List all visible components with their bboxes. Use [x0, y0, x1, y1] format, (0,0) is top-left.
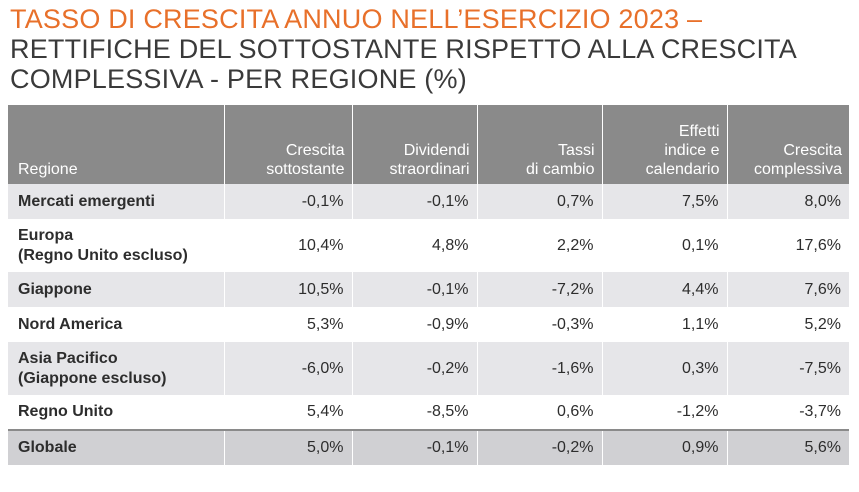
column-header-line: Crescita	[783, 142, 842, 159]
value-cell: -0,1%	[351, 184, 477, 219]
value-cell: 0,3%	[601, 342, 727, 395]
table-row: Regno Unito 5,4% -8,5% 0,6% -1,2% -3,7%	[8, 395, 849, 430]
value-cell: -0,3%	[476, 307, 602, 342]
table-row: Giappone 10,5% -0,1% -7,2% 4,4% 7,6%	[8, 272, 849, 307]
region-cell: Regno Unito	[8, 395, 224, 430]
region-line: Nord America	[18, 315, 123, 333]
value-cell: 0,9%	[601, 430, 727, 465]
value-cell: 7,6%	[726, 272, 849, 307]
column-header-line: Regione	[18, 161, 78, 178]
region-cell: Giappone	[8, 272, 224, 307]
region-line: Giappone	[18, 280, 92, 298]
value-cell: 4,4%	[601, 272, 727, 307]
region-line: (Giappone escluso)	[18, 369, 167, 387]
column-header-line: Dividendi	[403, 142, 470, 159]
value-cell: -0,2%	[476, 430, 602, 465]
region-cell: Mercati emergenti	[8, 184, 224, 219]
value-cell: -3,7%	[726, 395, 849, 430]
value-cell: -6,0%	[223, 342, 352, 395]
region-line: Mercati emergenti	[18, 192, 155, 210]
table-row: Mercati emergenti -0,1% -0,1% 0,7% 7,5% 8,0%	[8, 184, 849, 219]
value-cell: 0,7%	[476, 184, 602, 219]
value-cell: 2,2%	[476, 219, 602, 272]
value-cell: 7,5%	[601, 184, 727, 219]
value-cell: 0,6%	[476, 395, 602, 430]
total-row: Globale 5,0% -0,1% -0,2% 0,9% 5,6%	[8, 430, 849, 465]
region-cell: Asia Pacifico (Giappone escluso)	[8, 342, 224, 395]
region-line: Regno Unito	[18, 403, 114, 420]
region-cell: Europa (Regno Unito escluso)	[8, 219, 224, 272]
table-row: Asia Pacifico (Giappone escluso) -6,0% -0,2…	[8, 342, 849, 395]
column-header-line: di cambio	[526, 161, 595, 178]
region-line: Europa	[18, 226, 74, 244]
value-cell: -0,1%	[223, 184, 352, 219]
value-cell: 1,1%	[601, 307, 727, 342]
column-header-line: indice e	[664, 142, 720, 159]
table-header-row: Regione Crescita sottostante Dividendi strao…	[8, 105, 849, 184]
growth-table: Regione Crescita sottostante Dividendi strao…	[8, 105, 849, 465]
column-header: Dividendi straordinari	[351, 105, 477, 184]
column-header: Crescita sottostante	[223, 105, 352, 184]
value-cell: -8,5%	[351, 395, 477, 430]
column-header-line: sottostante	[266, 161, 345, 178]
value-cell: -1,2%	[601, 395, 727, 430]
value-cell: -0,2%	[351, 342, 477, 395]
value-cell: -1,6%	[476, 342, 602, 395]
region-line: Globale	[18, 439, 77, 456]
column-header-line: straordinari	[389, 161, 470, 178]
value-cell: 8,0%	[726, 184, 849, 219]
value-cell: 17,6%	[726, 219, 849, 272]
column-header: Tassi di cambio	[476, 105, 602, 184]
title-line-1: TASSO DI CRESCITA ANNUO NELL’ESERCIZIO 2…	[10, 4, 703, 34]
region-line: (Regno Unito escluso)	[18, 246, 188, 264]
value-cell: 5,6%	[726, 430, 849, 465]
value-cell: 5,0%	[223, 430, 352, 465]
region-line: Asia Pacifico	[18, 349, 118, 367]
column-header-line: complessiva	[753, 161, 842, 178]
title-line-3: COMPLESSIVA - PER REGIONE (%)	[10, 64, 467, 94]
table-row: Europa (Regno Unito escluso) 10,4% 4,8% 2,2%…	[8, 219, 849, 272]
value-cell: 10,4%	[223, 219, 352, 272]
value-cell: 5,2%	[726, 307, 849, 342]
page-title: TASSO DI CRESCITA ANNUO NELL’ESERCIZIO 2…	[10, 4, 855, 94]
value-cell: 5,4%	[223, 395, 352, 430]
table-row: Nord America 5,3% -0,9% -0,3% 1,1% 5,2%	[8, 307, 849, 342]
column-header: Crescita complessiva	[726, 105, 849, 184]
value-cell: -0,9%	[351, 307, 477, 342]
value-cell: -7,5%	[726, 342, 849, 395]
value-cell: 5,3%	[223, 307, 352, 342]
column-header: Regione	[8, 105, 224, 184]
column-header-line: calendario	[645, 161, 720, 178]
region-cell: Nord America	[8, 307, 224, 342]
value-cell: -0,1%	[351, 430, 477, 465]
value-cell: -7,2%	[476, 272, 602, 307]
column-header-line: Effetti	[678, 123, 720, 140]
value-cell: -0,1%	[351, 272, 477, 307]
region-cell: Globale	[8, 430, 224, 465]
value-cell: 0,1%	[601, 219, 727, 272]
table-body: Mercati emergenti -0,1% -0,1% 0,7% 7,5% 8,0% E…	[8, 184, 849, 465]
column-header: Effetti indice e calendario	[601, 105, 727, 184]
value-cell: 4,8%	[351, 219, 477, 272]
column-header-line: Tassi	[558, 142, 595, 159]
title-line-2: RETTIFICHE DEL SOTTOSTANTE RISPETTO ALLA…	[10, 34, 797, 64]
column-header-line: Crescita	[285, 142, 345, 159]
value-cell: 10,5%	[223, 272, 352, 307]
